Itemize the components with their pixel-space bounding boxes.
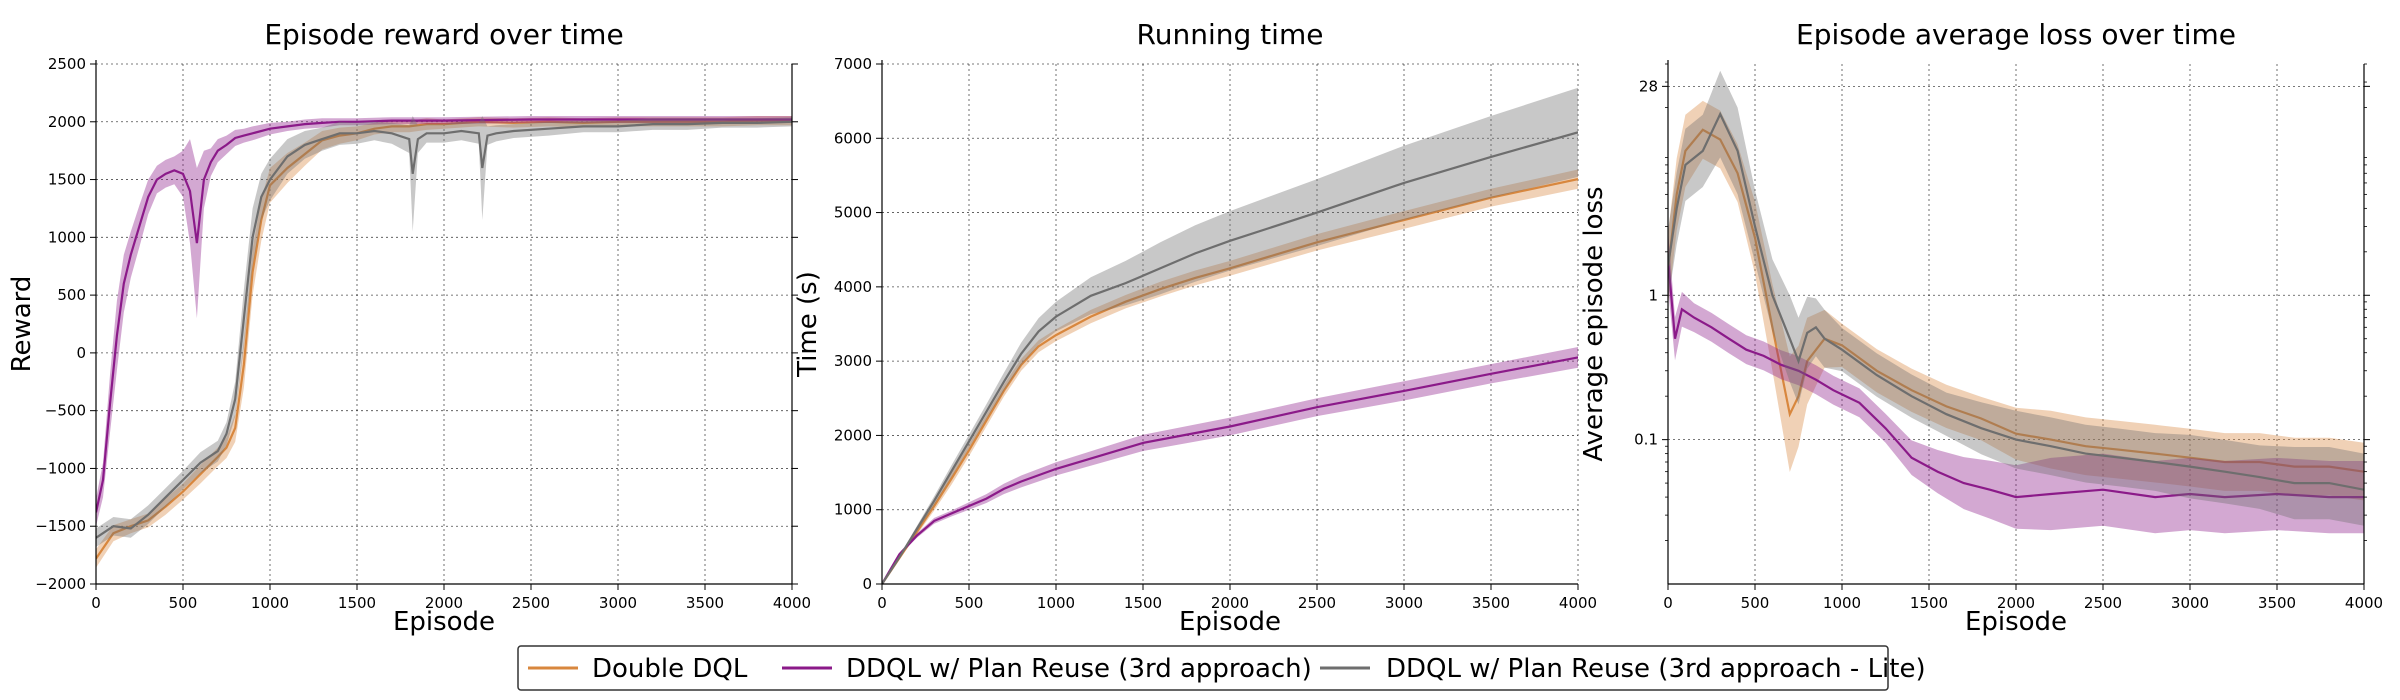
series-line-ddql-w-plan-reuse-3rd-approach-lite: [882, 131, 1578, 584]
chart-title: Running time: [1137, 18, 1324, 51]
series-line-ddql-w-plan-reuse-3rd-approach-lite: [96, 120, 792, 539]
x-tick-label: 2500: [1298, 594, 1336, 612]
x-tick-label: 3500: [1472, 594, 1510, 612]
x-tick-label: 1000: [1037, 594, 1075, 612]
y-tick-label: −2000: [35, 575, 86, 593]
x-tick-label: 3000: [599, 594, 637, 612]
x-tick-label: 1500: [1910, 594, 1948, 612]
chart-panel-1: 0 500 1000 1500 2000 2500 3000 3500 4000 −2000 −15…: [7, 18, 811, 637]
x-tick-label: 1500: [1124, 594, 1162, 612]
x-tick-label: 2500: [2084, 594, 2122, 612]
y-tick-label: 1000: [48, 228, 86, 246]
y-tick-label: 500: [57, 286, 86, 304]
y-tick-label: −1500: [35, 517, 86, 535]
plot-area: [882, 87, 1578, 584]
x-tick-label: 500: [169, 594, 198, 612]
x-tick-label: 0: [91, 594, 101, 612]
series-band-ddql-w-plan-reuse-3rd-approach-lite: [1668, 70, 2364, 526]
x-tick-label: 1000: [1823, 594, 1861, 612]
y-tick-label: 6000: [834, 129, 872, 147]
series-band-double-dql: [1668, 100, 2364, 501]
y-tick-label: 2000: [48, 113, 86, 131]
y-tick-label: −500: [45, 402, 86, 420]
x-tick-label: 4000: [1559, 594, 1597, 612]
y-tick-label: 1: [1648, 286, 1658, 304]
x-tick-label: 2500: [512, 594, 550, 612]
y-tick-label: 1500: [48, 171, 86, 189]
x-tick-label: 3500: [686, 594, 724, 612]
x-tick-label: 2000: [1997, 594, 2035, 612]
chart-panel-2: 0 500 1000 1500 2000 2500 3000 3500 4000 0 1000 200…: [793, 18, 1597, 637]
x-tick-label: 2000: [1211, 594, 1249, 612]
y-tick-label: 5000: [834, 204, 872, 222]
x-tick-label: 3000: [2171, 594, 2209, 612]
y-tick-label: 4000: [834, 278, 872, 296]
charts-layer: 0 500 1000 1500 2000 2500 3000 3500 4000−2000−15…: [7, 18, 2383, 637]
y-axis-label: Time (s): [793, 271, 823, 378]
x-tick-label: 3500: [2258, 594, 2296, 612]
y-tick-label: 2000: [834, 426, 872, 444]
series-band-ddql-w-plan-reuse-3rd-approach: [1668, 229, 2364, 534]
x-tick-label: 2000: [425, 594, 463, 612]
x-tick-label: 0: [877, 594, 887, 612]
plot-area: [1668, 70, 2364, 534]
x-tick-label: 1500: [338, 594, 376, 612]
series-band-ddql-w-plan-reuse-3rd-approach-lite: [96, 116, 792, 547]
legend-label-double-dql: Double DQL: [592, 654, 748, 684]
y-tick-label: 28: [1639, 77, 1658, 95]
series-line-ddql-w-plan-reuse-3rd-approach: [1668, 258, 2364, 499]
x-tick-label: 3000: [1385, 594, 1423, 612]
y-axis-label: Reward: [7, 276, 37, 373]
legend-label-plan-reuse-lite: DDQL w/ Plan Reuse (3rd approach - Lite): [1386, 654, 1926, 684]
y-tick-label: 3000: [834, 352, 872, 370]
y-tick-label: 1000: [834, 501, 872, 519]
x-tick-label: 500: [955, 594, 984, 612]
plot-area: [96, 116, 792, 568]
x-tick-label: 0: [1663, 594, 1673, 612]
x-tick-label: 4000: [2345, 594, 2383, 612]
y-axis-label: Average episode loss: [1579, 186, 1609, 461]
series-band-ddql-w-plan-reuse-3rd-approach-lite: [882, 87, 1578, 584]
series-line-ddql-w-plan-reuse-3rd-approach-lite: [1668, 111, 2364, 491]
x-axis-label: Episode: [1179, 607, 1281, 637]
y-tick-label: 2500: [48, 55, 86, 73]
series-line-ddql-w-plan-reuse-3rd-approach: [96, 118, 792, 513]
series-line-double-dql: [882, 178, 1578, 584]
chart-title: Episode average loss over time: [1796, 18, 2236, 51]
y-tick-label: 0: [862, 575, 872, 593]
legend-box: [517, 645, 1889, 691]
x-tick-label: 4000: [773, 594, 811, 612]
series-line-ddql-w-plan-reuse-3rd-approach: [882, 356, 1578, 584]
chart-title: Episode reward over time: [264, 18, 623, 51]
chart-panel-3: 0 500 1000 1500 2000 2500 3000 3500 4000 0.1 1 28 Ep…: [1579, 18, 2383, 637]
x-tick-label: 1000: [251, 594, 289, 612]
y-tick-label: 0.1: [1634, 431, 1658, 449]
series-line-double-dql: [1668, 128, 2364, 473]
legend: Double DQL DDQL w/ Plan Reuse (3rd appro…: [517, 645, 1926, 691]
x-axis-label: Episode: [393, 607, 495, 637]
y-tick-label: 0: [76, 344, 86, 362]
series-line-double-dql: [96, 119, 792, 560]
x-axis-label: Episode: [1965, 607, 2067, 637]
y-tick-label: 7000: [834, 55, 872, 73]
y-tick-label: −1000: [35, 459, 86, 477]
x-tick-label: 500: [1741, 594, 1770, 612]
legend-label-plan-reuse: DDQL w/ Plan Reuse (3rd approach): [846, 654, 1312, 684]
